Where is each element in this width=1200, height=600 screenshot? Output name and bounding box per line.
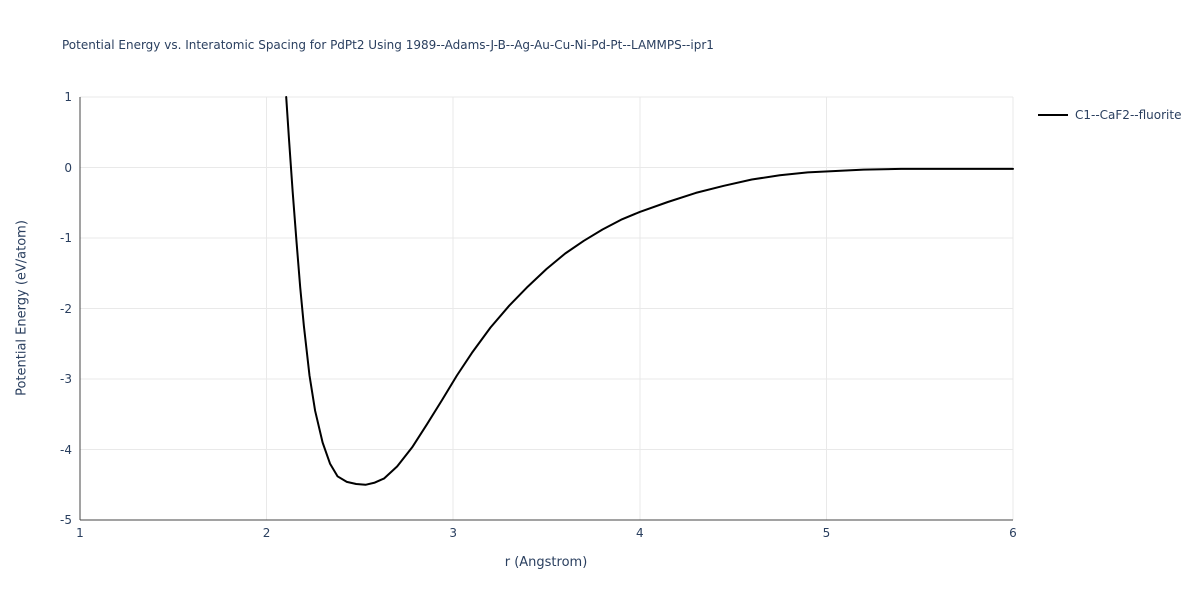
x-tick-label: 5: [822, 526, 831, 540]
y-tick-label: -3: [60, 372, 72, 386]
x-axis-label: r (Angstrom): [504, 555, 588, 570]
x-tick-label: 3: [449, 526, 458, 540]
series-line: [285, 96, 1014, 486]
y-tick-label: 0: [64, 160, 72, 175]
x-tick-label: 4: [635, 526, 644, 540]
chart-title: Potential Energy vs. Interatomic Spacing…: [62, 38, 714, 52]
plot-area: [79, 96, 1014, 521]
y-tick-label: -1: [60, 231, 72, 245]
x-tick-label: 2: [262, 526, 271, 540]
y-tick-label: -5: [60, 513, 72, 527]
legend-line-swatch: [1038, 114, 1068, 116]
legend-item[interactable]: C1--CaF2--fluorite: [1038, 108, 1181, 122]
legend-label: C1--CaF2--fluorite: [1075, 108, 1182, 122]
x-tick-label: 1: [76, 526, 84, 540]
x-tick-label: 6: [1009, 526, 1017, 540]
y-tick-label: 1: [64, 90, 72, 104]
y-tick-label: -2: [60, 301, 72, 316]
y-tick-label: -4: [60, 442, 72, 457]
